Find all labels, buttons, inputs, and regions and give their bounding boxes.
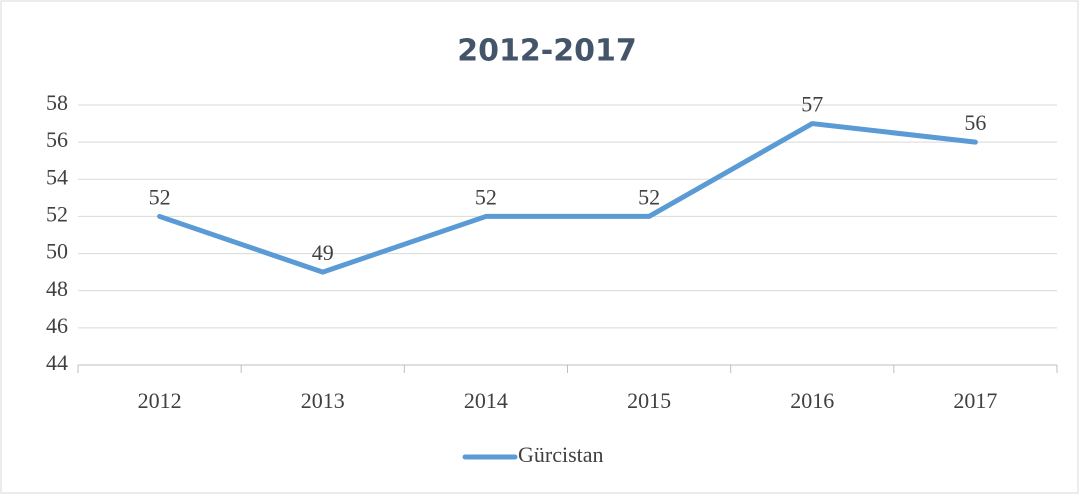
- data-label: 52: [475, 184, 497, 209]
- legend-label: Gürcistan: [518, 442, 604, 467]
- x-tick-label: 2012: [138, 388, 182, 413]
- x-tick-label: 2015: [627, 388, 671, 413]
- data-label: 52: [149, 184, 171, 209]
- y-tick-label: 56: [46, 127, 68, 152]
- data-label: 57: [801, 92, 823, 117]
- y-tick-label: 46: [46, 313, 68, 338]
- data-label: 52: [638, 184, 660, 209]
- data-label: 49: [312, 240, 334, 265]
- y-tick-label: 44: [46, 350, 68, 375]
- y-tick-label: 52: [46, 201, 68, 226]
- x-tick-label: 2016: [790, 388, 834, 413]
- x-tick-label: 2017: [953, 388, 997, 413]
- x-tick-label: 2013: [301, 388, 345, 413]
- y-tick-label: 54: [46, 164, 68, 189]
- y-tick-label: 48: [46, 276, 68, 301]
- chart-title: 2012-2017: [457, 34, 636, 69]
- y-tick-label: 58: [46, 90, 68, 115]
- data-label: 56: [964, 110, 986, 135]
- data-line: [157, 121, 978, 275]
- y-tick-label: 50: [46, 239, 68, 264]
- x-tick-label: 2014: [464, 388, 508, 413]
